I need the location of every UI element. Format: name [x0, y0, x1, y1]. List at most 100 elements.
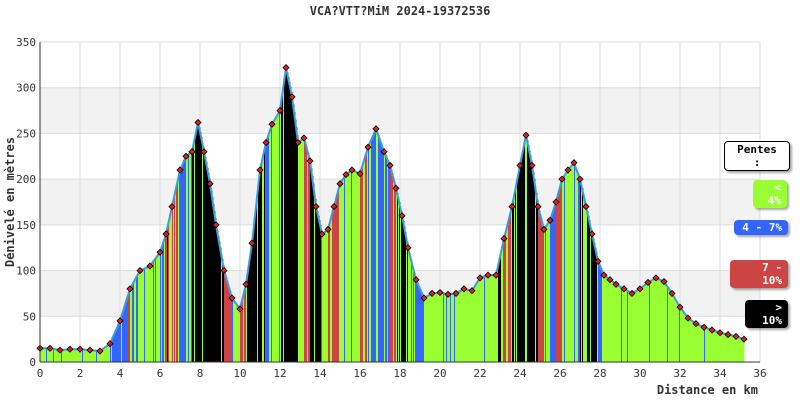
slope-bar: [80, 349, 82, 362]
data-point: [66, 345, 74, 353]
slope-bar: [270, 130, 272, 362]
slope-bar: [172, 206, 174, 362]
slope-bar: [311, 168, 313, 362]
x-tick-label: 30: [633, 367, 646, 380]
slope-bar: [320, 224, 322, 362]
slope-bar: [282, 96, 284, 362]
slope-bar: [175, 192, 177, 362]
slope-bar: [542, 221, 544, 362]
slope-bar: [558, 194, 560, 362]
slope-bar: [647, 283, 649, 362]
slope-bar: [698, 324, 700, 362]
data-point: [452, 289, 460, 297]
slope-bar: [128, 295, 130, 362]
slope-bar: [96, 350, 98, 362]
slope-bar: [53, 348, 55, 362]
slope-bar: [483, 276, 485, 362]
slope-bar: [360, 173, 362, 362]
slope-bar: [129, 292, 131, 362]
slope-bar: [171, 211, 173, 362]
slope-bar: [160, 252, 162, 362]
data-point: [684, 314, 692, 322]
slope-bar: [485, 276, 487, 362]
slope-bar: [47, 348, 49, 362]
slope-bar: [315, 198, 317, 362]
slope-bar: [70, 349, 72, 362]
slope-bar: [674, 296, 676, 362]
slope-bar: [707, 328, 709, 362]
slope-bar: [471, 290, 473, 362]
slope-bar: [683, 311, 685, 362]
slope-bar: [648, 282, 650, 362]
data-point: [546, 216, 554, 224]
slope-bar: [492, 275, 494, 362]
slope-bar: [110, 343, 112, 362]
slope-bar: [722, 333, 724, 362]
slope-bar: [217, 230, 219, 362]
slope-bar: [476, 284, 478, 362]
slope-bar: [124, 308, 126, 362]
slope-bar: [275, 119, 277, 363]
slope-bar: [575, 165, 577, 362]
slope-bar: [276, 117, 278, 362]
slope-bar: [573, 163, 575, 362]
slope-bar: [500, 256, 502, 362]
slope-bar: [545, 227, 547, 362]
slope-bar: [259, 179, 261, 362]
data-point: [318, 230, 326, 238]
slope-bar: [309, 157, 311, 362]
slope-bar: [705, 327, 707, 362]
slope-bar: [603, 272, 605, 362]
slope-bar: [204, 151, 206, 362]
slope-bar: [453, 293, 455, 362]
slope-bar: [102, 349, 104, 362]
slope-bar: [212, 197, 214, 362]
slope-bar: [484, 276, 486, 362]
slope-bar: [506, 230, 508, 362]
slope-bar: [164, 240, 166, 362]
slope-bar: [293, 104, 295, 362]
slope-bar: [367, 150, 369, 362]
slope-bar: [244, 292, 246, 362]
slope-bar: [534, 179, 536, 362]
slope-bar: [667, 286, 669, 362]
slope-bar: [211, 190, 213, 362]
slope-bar: [589, 220, 591, 362]
slope-bar: [605, 275, 607, 362]
legend-item-lt4: < 4%: [753, 180, 787, 208]
slope-bar: [422, 293, 424, 362]
slope-bar: [467, 289, 469, 362]
slope-bar: [209, 178, 211, 362]
slope-bar: [137, 276, 139, 362]
data-point: [336, 180, 344, 188]
data-point: [282, 64, 290, 72]
slope-bar: [368, 147, 370, 362]
slope-bar: [653, 279, 655, 362]
slope-bar: [359, 173, 361, 362]
slope-bar: [328, 229, 330, 362]
data-point: [126, 285, 134, 293]
slope-bar: [413, 267, 415, 362]
slope-bar: [95, 350, 97, 362]
slope-bar: [176, 188, 178, 362]
slope-bar: [59, 349, 61, 362]
data-point: [330, 203, 338, 211]
slope-bar: [724, 333, 726, 362]
slope-bar: [64, 349, 66, 362]
slope-bar: [79, 349, 81, 362]
slope-bar: [684, 312, 686, 362]
slope-bar: [126, 301, 128, 362]
slope-bar: [324, 232, 326, 362]
slope-bar: [693, 321, 695, 362]
x-tick-label: 20: [433, 367, 446, 380]
slope-bar: [391, 169, 393, 362]
slope-bar: [659, 279, 661, 362]
data-point: [136, 267, 144, 275]
data-point: [96, 347, 104, 355]
slope-bar: [234, 300, 236, 362]
slope-bar: [116, 330, 118, 362]
slope-bar: [729, 334, 731, 362]
slope-bar: [169, 220, 171, 362]
slope-bar: [363, 163, 365, 362]
slope-bar: [517, 180, 519, 362]
